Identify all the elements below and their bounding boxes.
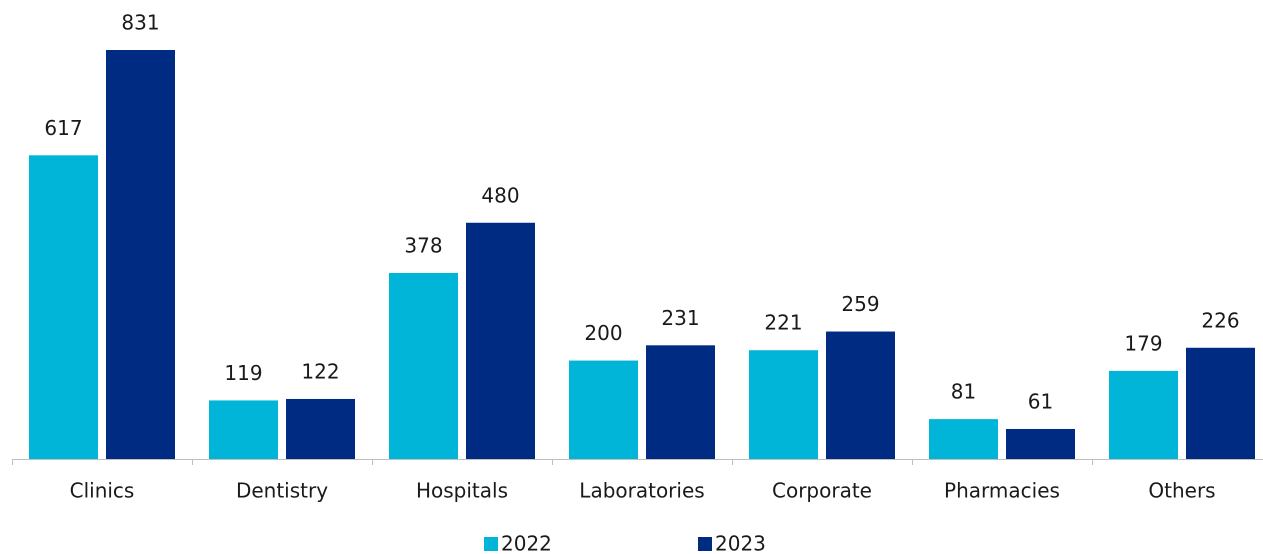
legend-label: 2023	[715, 532, 766, 554]
x-tick-label: Laboratories	[579, 479, 704, 503]
data-label: 480	[481, 183, 519, 207]
bar	[1186, 347, 1255, 459]
data-label: 259	[841, 292, 879, 316]
bar	[286, 398, 355, 459]
data-label: 226	[1201, 308, 1239, 332]
bar	[929, 419, 998, 459]
data-label: 200	[584, 321, 622, 345]
data-label: 617	[44, 116, 82, 140]
bar	[569, 360, 638, 459]
x-tick-label: Corporate	[772, 479, 872, 503]
data-label: 61	[1028, 389, 1053, 413]
data-label: 831	[121, 11, 159, 35]
x-tick-label: Pharmacies	[944, 479, 1060, 503]
data-label: 378	[404, 233, 442, 257]
data-label: 122	[301, 359, 339, 383]
bar	[466, 222, 535, 459]
bar	[389, 272, 458, 459]
legend-label: 2022	[501, 532, 552, 554]
data-label: 221	[764, 311, 802, 335]
bar	[106, 50, 175, 459]
data-label: 231	[661, 306, 699, 330]
data-label: 119	[224, 361, 262, 385]
bar	[749, 350, 818, 459]
bar	[29, 155, 98, 459]
x-tick-label: Others	[1148, 479, 1215, 503]
legend-swatch	[484, 537, 498, 551]
bar	[826, 331, 895, 459]
bar	[209, 400, 278, 459]
legend-swatch	[698, 537, 712, 551]
bar	[1109, 370, 1178, 459]
bar	[1006, 428, 1075, 459]
x-tick-label: Clinics	[70, 479, 135, 503]
data-label: 179	[1124, 331, 1162, 355]
bar	[646, 345, 715, 459]
data-label: 81	[951, 380, 976, 404]
x-tick-label: Hospitals	[416, 479, 508, 503]
x-tick-label: Dentistry	[236, 479, 328, 503]
